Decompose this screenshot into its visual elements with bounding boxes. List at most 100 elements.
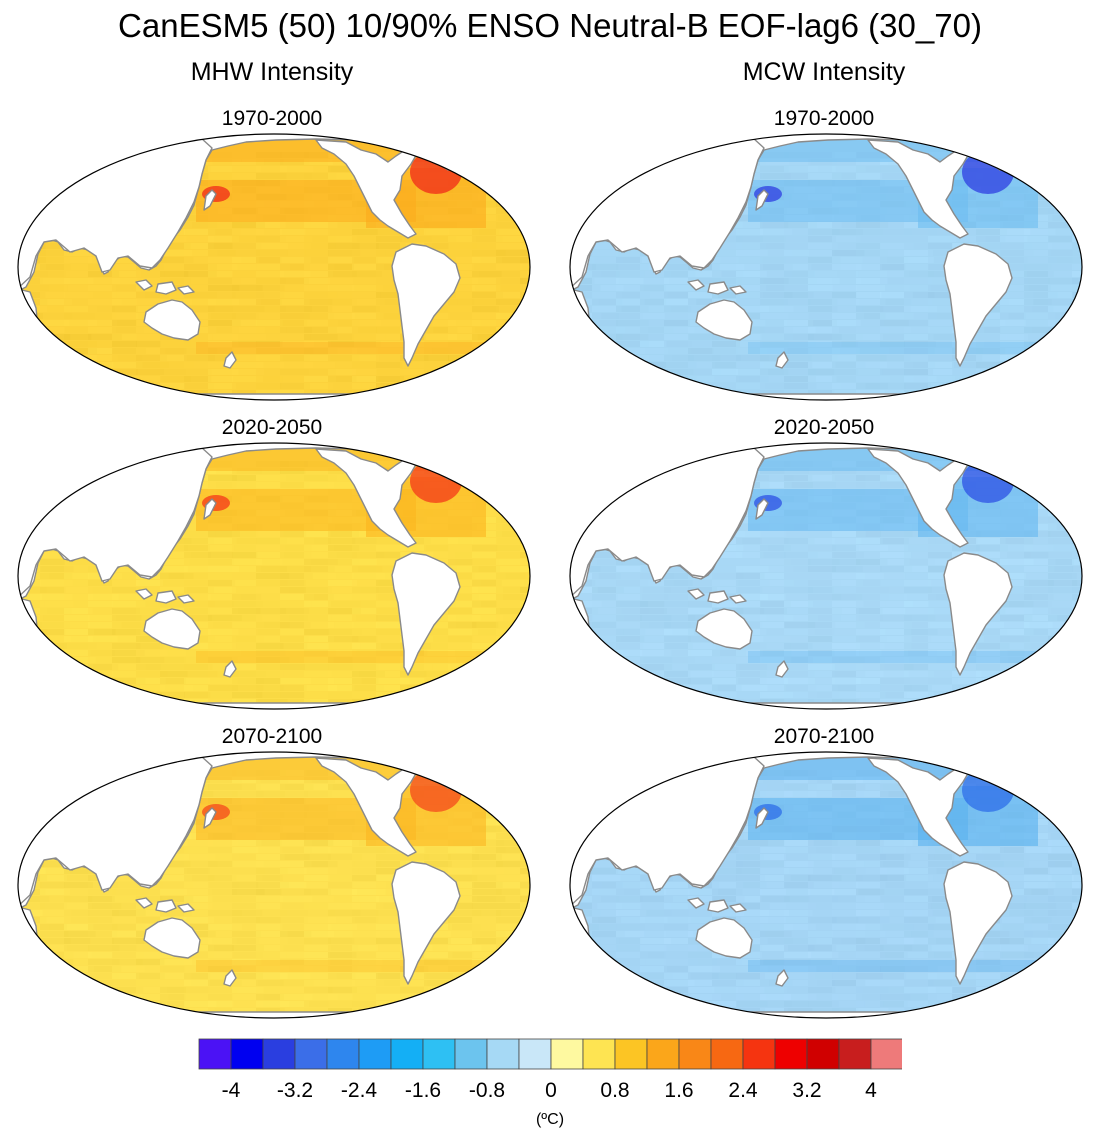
colorbar-swatch-3 [294, 1038, 328, 1070]
land-indonesia [687, 279, 747, 295]
panel-title-mcw-1970-2000: 1970-2000 [773, 107, 875, 130]
colorbar-swatch-11 [550, 1038, 584, 1070]
land-japan [203, 498, 217, 520]
land-australia [695, 608, 753, 650]
land-southAmerica [943, 552, 1013, 676]
colorbar-swatch-14 [646, 1038, 680, 1070]
world-map-svg [569, 133, 1083, 401]
panel-title-mhw-2070-2100: 2070-2100 [221, 725, 323, 748]
intensity-hotspot [80, 752, 132, 764]
map-panel-mhw-1970-2000 [16, 132, 532, 402]
map-panel-mcw-1970-2000 [568, 132, 1084, 402]
colorbar-swatch-17 [742, 1038, 776, 1070]
colorbar-tick-label: -3.2 [276, 1079, 314, 1102]
land-northAmerica [315, 448, 419, 548]
land-newzealand [775, 351, 789, 369]
land-northAmerica [867, 139, 971, 239]
land-japan [755, 498, 769, 520]
land-madagascar [39, 640, 49, 660]
colorbar-unit-label: (ºC) [535, 1111, 565, 1128]
land-australia [143, 917, 201, 959]
land-indonesia [135, 588, 195, 604]
land-madagascar [39, 949, 49, 969]
intensity-hotspot [970, 758, 1006, 778]
colorbar-tick-label: 0.8 [600, 1079, 630, 1102]
colorbar-swatch-0 [198, 1038, 232, 1070]
colorbar-swatch-8 [454, 1038, 488, 1070]
colorbar-tick-label: 2.4 [728, 1079, 758, 1102]
land-uk [521, 763, 530, 781]
colorbar-swatch-2 [262, 1038, 296, 1070]
land-japan [755, 189, 769, 211]
land-southAmerica [391, 243, 461, 367]
intensity-hotspot [418, 140, 454, 160]
land-northAmerica [315, 139, 419, 239]
colorbar-swatch-13 [614, 1038, 648, 1070]
land-madagascar [591, 640, 601, 660]
colorbar-tick-label: -4 [221, 1079, 241, 1102]
land-northAmerica [867, 448, 971, 548]
land-southAmerica [391, 861, 461, 985]
column-title-mhw: MHW Intensity [190, 58, 354, 86]
land-newzealand [775, 660, 789, 678]
land-uk [521, 145, 530, 163]
intensity-hotspot [632, 443, 684, 455]
land-madagascar [591, 949, 601, 969]
colorbar-swatch-1 [230, 1038, 264, 1070]
colorbar-tick-label: 4 [865, 1079, 877, 1102]
colorbar-swatch-12 [582, 1038, 616, 1070]
land-uk [1073, 763, 1082, 781]
colorbar-swatch-5 [358, 1038, 392, 1070]
intensity-hotspot [632, 752, 684, 764]
colorbar-swatch-21 [870, 1038, 902, 1070]
land-australia [143, 608, 201, 650]
land-japan [203, 807, 217, 829]
world-map-svg [569, 751, 1083, 1019]
land-indonesia [687, 897, 747, 913]
colorbar-swatch-6 [390, 1038, 424, 1070]
land-australia [143, 299, 201, 341]
colorbar-swatch-10 [518, 1038, 552, 1070]
figure-title: CanESM5 (50) 10/90% ENSO Neutral-B EOF-l… [118, 7, 982, 44]
map-border [17, 751, 531, 1019]
map-border [569, 133, 1083, 401]
land-indonesia [135, 897, 195, 913]
land-southAmerica [391, 552, 461, 676]
land-madagascar [39, 331, 49, 351]
land-newzealand [223, 969, 237, 987]
land-newzealand [223, 660, 237, 678]
colorbar-swatch-9 [486, 1038, 520, 1070]
land-uk [521, 454, 530, 472]
colorbar-swatch-4 [326, 1038, 360, 1070]
map-border [569, 442, 1083, 710]
colorbar-swatch-16 [710, 1038, 744, 1070]
land-japan [203, 189, 217, 211]
intensity-hotspot [970, 449, 1006, 469]
world-map-svg [17, 751, 531, 1019]
panel-title-mcw-2070-2100: 2070-2100 [773, 725, 875, 748]
land-madagascar [591, 331, 601, 351]
colorbar-tick-label: -2.4 [340, 1079, 378, 1102]
land-antarctica [18, 1011, 530, 1018]
map-border [17, 442, 531, 710]
land-southAmerica [943, 243, 1013, 367]
land-northAmerica [315, 757, 419, 857]
world-map-svg [17, 133, 531, 401]
colorbar-swatch-20 [838, 1038, 872, 1070]
colorbar-tick-label: 0 [545, 1079, 557, 1102]
land-antarctica [570, 1011, 1082, 1018]
intensity-hotspot [418, 449, 454, 469]
panel-title-mhw-1970-2000: 1970-2000 [221, 107, 323, 130]
land-indonesia [687, 588, 747, 604]
land-indonesia [135, 279, 195, 295]
land-southAmerica [943, 861, 1013, 985]
map-panel-mhw-2070-2100 [16, 750, 532, 1020]
colorbar-tick-label: -0.8 [468, 1079, 506, 1102]
map-panel-mcw-2070-2100 [568, 750, 1084, 1020]
land-northAmerica [867, 757, 971, 857]
land-antarctica [18, 702, 530, 709]
land-uk [1073, 454, 1082, 472]
land-newzealand [775, 969, 789, 987]
world-map-svg [569, 442, 1083, 710]
land-australia [695, 917, 753, 959]
